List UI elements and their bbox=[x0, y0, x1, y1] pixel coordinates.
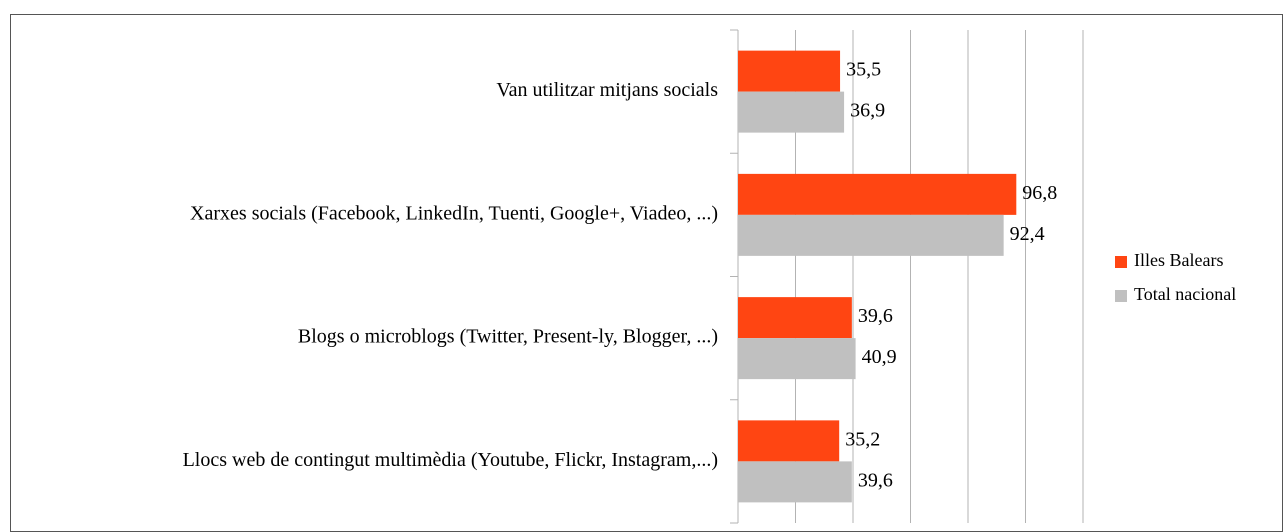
value-label: 92,4 bbox=[1010, 223, 1045, 245]
bar bbox=[738, 297, 852, 339]
value-label: 39,6 bbox=[858, 305, 893, 327]
value-label: 39,6 bbox=[858, 469, 893, 491]
y-tick-label: Xarxes socials (Facebook, LinkedIn, Tuen… bbox=[190, 202, 718, 224]
bar bbox=[738, 91, 845, 133]
y-tick-label: Llocs web de contingut multimèdia (Youtu… bbox=[183, 449, 718, 471]
y-tick-label: Van utilitzar mitjans socials bbox=[496, 79, 718, 101]
bar bbox=[738, 50, 841, 92]
legend-swatch bbox=[1115, 256, 1127, 268]
bar bbox=[738, 461, 852, 503]
bar bbox=[738, 420, 840, 462]
value-label: 35,2 bbox=[845, 428, 880, 450]
bar bbox=[738, 214, 1004, 256]
bar bbox=[738, 338, 856, 380]
value-label: 35,5 bbox=[846, 59, 881, 81]
legend-swatch bbox=[1115, 290, 1127, 302]
value-label: 40,9 bbox=[862, 346, 897, 368]
legend-label: Total nacional bbox=[1134, 284, 1236, 304]
bar bbox=[738, 173, 1017, 215]
value-label: 96,8 bbox=[1022, 182, 1057, 204]
legend-label: Illes Balears bbox=[1134, 250, 1223, 270]
legend: Illes Balears Total nacional bbox=[1115, 250, 1236, 304]
value-label: 36,9 bbox=[850, 100, 885, 122]
y-tick-label: Blogs o microblogs (Twitter, Present-ly,… bbox=[298, 326, 718, 348]
